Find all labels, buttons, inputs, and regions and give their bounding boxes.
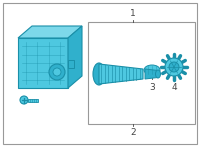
Ellipse shape — [93, 63, 105, 85]
Text: 1: 1 — [130, 9, 136, 18]
Polygon shape — [99, 64, 143, 84]
Polygon shape — [145, 69, 158, 79]
Ellipse shape — [144, 65, 160, 75]
Text: 2: 2 — [130, 128, 136, 137]
Bar — [88, 22, 195, 124]
Bar — [18, 38, 68, 88]
Polygon shape — [18, 26, 82, 38]
Circle shape — [169, 62, 179, 72]
Circle shape — [165, 58, 183, 76]
Polygon shape — [68, 26, 82, 88]
Text: 3: 3 — [149, 83, 155, 92]
Polygon shape — [68, 60, 74, 68]
Circle shape — [49, 64, 65, 80]
Ellipse shape — [156, 70, 160, 78]
Circle shape — [53, 68, 61, 76]
Text: 4: 4 — [171, 83, 177, 92]
Bar — [28, 98, 38, 101]
Circle shape — [20, 96, 28, 104]
